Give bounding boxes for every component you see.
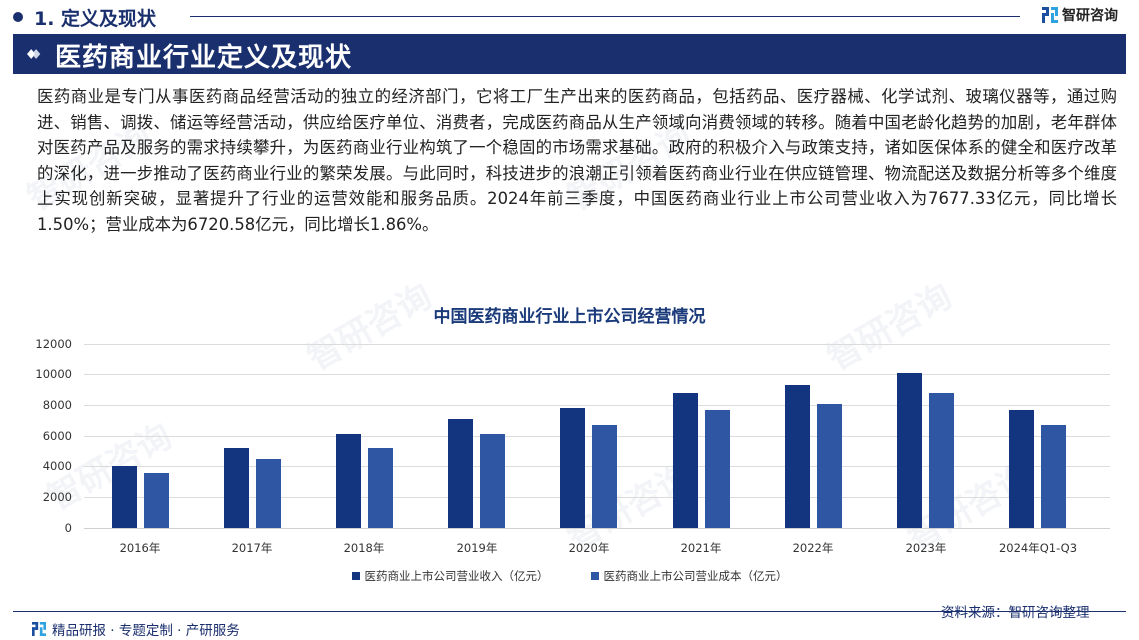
bar-revenue — [560, 408, 586, 528]
legend-swatch — [590, 572, 599, 580]
bar-cost — [480, 434, 506, 528]
x-tick: 2018年 — [343, 541, 385, 555]
bullet-icon — [13, 12, 23, 22]
brand-logo-icon — [32, 622, 46, 636]
bar-revenue — [223, 448, 249, 528]
legend-item-revenue: 医药商业上市公司营业收入（亿元） — [351, 568, 549, 584]
bar-cost — [368, 447, 393, 528]
bar-revenue — [1009, 410, 1035, 528]
bar-cost — [704, 409, 730, 528]
bar-revenue — [448, 419, 474, 528]
y-tick: 2000 — [42, 490, 72, 504]
tagline-text: 精品研报 · 专题定制 · 产研服务 — [52, 623, 240, 639]
diamond-icon — [27, 49, 41, 59]
y-tick: 8000 — [42, 398, 72, 412]
x-tick: 2024年Q1-Q3 — [998, 541, 1078, 555]
banner-title: 医药商业行业定义及现状 — [55, 43, 353, 73]
brand-logo: 智研咨询 — [1042, 5, 1118, 25]
bar-revenue — [897, 373, 922, 528]
brand-name: 智研咨询 — [1062, 8, 1118, 24]
x-tick: 2017年 — [231, 541, 273, 555]
footer-tagline: 精品研报 · 专题定制 · 产研服务 — [32, 619, 240, 639]
x-tick: 2019年 — [456, 541, 498, 555]
description-paragraph: 医药商业是专门从事医药商品经营活动的独立的经济部门，它将工厂生产出来的医药商品，… — [37, 87, 1117, 234]
y-tick: 4000 — [42, 459, 72, 473]
bar-cost — [143, 472, 169, 528]
x-tick: 2021年 — [680, 541, 722, 555]
bar-revenue — [336, 434, 361, 528]
legend-item-cost: 医药商业上市公司营业成本（亿元） — [590, 568, 788, 584]
brand-logo-icon — [1042, 7, 1058, 23]
divider — [190, 16, 1020, 17]
x-tick: 2020年 — [568, 541, 610, 555]
y-tick: 6000 — [42, 429, 72, 443]
x-tick: 2016年 — [119, 541, 161, 555]
bar-cost — [592, 424, 618, 528]
section-header: 1. 定义及现状 智研咨询 — [0, 0, 1139, 32]
bar-revenue — [784, 384, 810, 528]
bar-revenue — [672, 393, 698, 528]
bar-cost — [1041, 424, 1067, 528]
legend-label: 医药商业上市公司营业收入（亿元） — [364, 569, 549, 583]
gridline — [84, 405, 1110, 406]
x-axis-line — [84, 528, 1110, 529]
y-tick: 10000 — [35, 367, 72, 381]
y-tick: 0 — [64, 521, 72, 535]
x-tick: 2022年 — [792, 541, 834, 555]
bar-cost — [816, 403, 842, 528]
chart-title: 中国医药商业行业上市公司经营情况 — [433, 307, 706, 327]
y-tick: 12000 — [35, 337, 72, 351]
x-tick: 2023年 — [905, 541, 947, 555]
legend-label: 医药商业上市公司营业成本（亿元） — [603, 569, 788, 583]
gridline — [84, 344, 1110, 345]
bar-cost — [929, 393, 954, 528]
bar-revenue — [111, 465, 137, 528]
bar-cost — [255, 459, 281, 528]
gridline — [84, 374, 1110, 375]
source-note: 资料来源：智研咨询整理 — [941, 605, 1090, 621]
section-title: 1. 定义及现状 — [34, 8, 157, 30]
chart-legend: 医药商业上市公司营业收入（亿元） 医药商业上市公司营业成本（亿元） — [0, 568, 1139, 584]
footer-divider — [13, 611, 1126, 612]
title-banner: 医药商业行业定义及现状 — [13, 34, 1126, 74]
legend-swatch — [351, 572, 360, 580]
